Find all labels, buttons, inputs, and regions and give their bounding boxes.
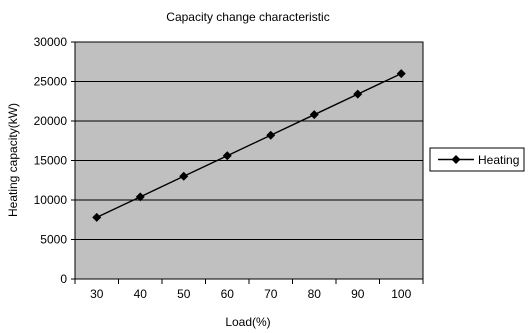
x-tick-label-70: 70 [264, 287, 278, 301]
y-tick-label-30000: 30000 [34, 35, 68, 49]
x-tick-label-90: 90 [351, 287, 365, 301]
x-tick-label-30: 30 [90, 287, 104, 301]
y-axis: 0 5000 10000 15000 20000 25000 30000 [34, 35, 75, 286]
y-tick-label-10000: 10000 [34, 193, 68, 207]
series-line-0 [96, 72, 402, 219]
x-tick-label-50: 50 [177, 287, 191, 301]
y-tick-label-15000: 15000 [34, 154, 68, 168]
data-point-60 [222, 151, 232, 161]
y-tick-label-25000: 25000 [34, 75, 68, 89]
data-point-100 [396, 69, 406, 79]
data-point-90 [353, 89, 363, 99]
legend: Heating [429, 147, 525, 172]
x-tick-label-60: 60 [221, 287, 235, 301]
legend-box [429, 147, 525, 172]
x-axis-title: Load(%) [225, 315, 270, 329]
legend-label-heating: Heating [478, 153, 519, 167]
y-tick-label-5000: 5000 [40, 233, 67, 247]
series-heating [92, 69, 406, 222]
chart-title: Capacity change characteristic [166, 10, 329, 24]
data-point-50 [179, 171, 189, 181]
data-point-80 [309, 110, 319, 120]
legend-marker-heating [451, 155, 461, 164]
y-tick-label-0: 0 [60, 272, 67, 286]
data-point-40 [135, 192, 145, 202]
y-tick-label-20000: 20000 [34, 114, 68, 128]
x-tick-label-80: 80 [308, 287, 322, 301]
data-point-30 [92, 212, 102, 222]
x-tick-label-40: 40 [134, 287, 148, 301]
data-point-70 [266, 130, 276, 140]
y-axis-title: Heating capacity(kW) [6, 103, 20, 217]
x-tick-label-100: 100 [391, 287, 411, 301]
x-axis: 30 40 50 60 70 80 90 100 [74, 279, 424, 301]
